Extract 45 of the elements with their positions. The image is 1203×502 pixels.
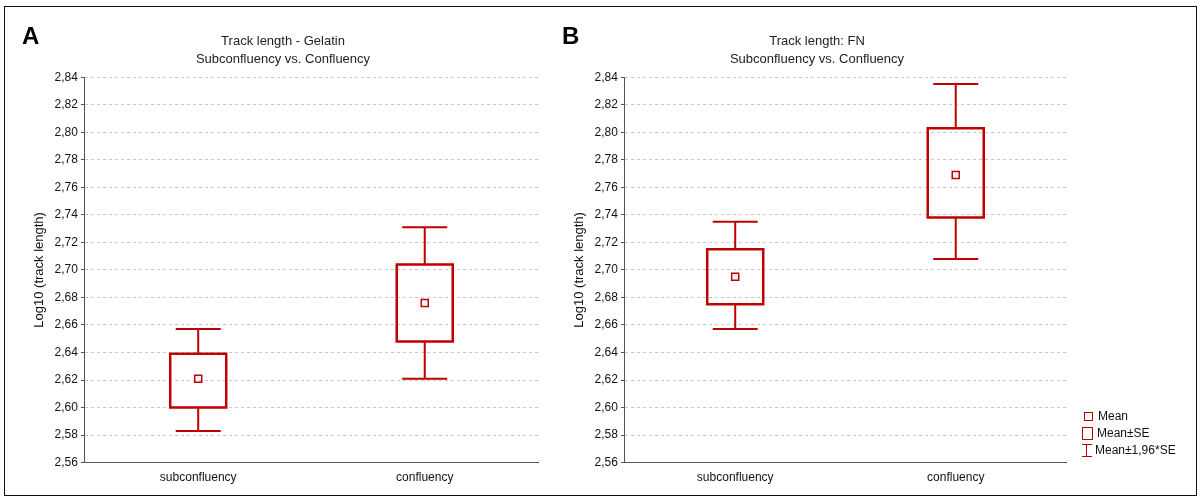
y-tick-label: 2,76 — [54, 179, 79, 194]
chart-title: Track length - Gelatin — [221, 33, 345, 49]
y-tick-label: 2,66 — [594, 317, 619, 332]
y-tick-label: 2,64 — [594, 344, 619, 359]
text: A — [22, 22, 40, 50]
y-tick-label: 2,60 — [54, 399, 79, 414]
y-tick-label: 2,74 — [54, 207, 79, 222]
x-tick-label: confluency — [927, 470, 985, 485]
y-tick-label: 2,56 — [594, 454, 619, 469]
chart-title: Track length: FN — [769, 33, 865, 49]
y-tick-label: 2,84 — [594, 69, 619, 84]
y-tick-label: 2,68 — [594, 289, 619, 304]
chart-subtitle: Subconfluency vs. Confluency — [195, 50, 371, 66]
y-tick-label: 2,78 — [54, 152, 79, 167]
y-tick-label: 2,76 — [594, 179, 619, 194]
chart-subtitle: Subconfluency vs. Confluency — [729, 50, 905, 66]
text: B — [562, 22, 580, 50]
y-tick-label: 2,84 — [54, 69, 79, 84]
y-tick-label: 2,64 — [54, 344, 79, 359]
y-tick-label: 2,80 — [594, 124, 619, 139]
text: Mean±SE — [1097, 426, 1150, 441]
y-tick-label: 2,80 — [54, 124, 79, 139]
y-tick-label: 2,62 — [594, 372, 619, 387]
y-tick-label: 2,60 — [594, 399, 619, 414]
y-tick-label: 2,70 — [594, 262, 619, 277]
y-tick-label: 2,74 — [594, 207, 619, 222]
y-axis-title: Log10 (track length) — [31, 212, 47, 328]
x-tick-label: subconfluency — [696, 470, 774, 485]
y-tick-label: 2,70 — [54, 262, 79, 277]
y-tick-label: 2,78 — [594, 152, 619, 167]
y-tick-label: 2,58 — [594, 427, 619, 442]
y-tick-label: 2,68 — [54, 289, 79, 304]
x-tick-label: confluency — [396, 470, 454, 485]
text: Mean±1,96*SE — [1095, 443, 1176, 458]
y-tick-label: 2,56 — [54, 454, 79, 469]
y-tick-label: 2,72 — [594, 234, 619, 249]
y-axis-title: Log10 (track length) — [571, 212, 587, 328]
y-tick-label: 2,66 — [54, 317, 79, 332]
y-tick-label: 2,58 — [54, 427, 79, 442]
y-tick-label: 2,82 — [594, 97, 619, 112]
y-tick-label: 2,72 — [54, 234, 79, 249]
y-tick-label: 2,82 — [54, 97, 79, 112]
y-tick-label: 2,62 — [54, 372, 79, 387]
x-tick-label: subconfluency — [159, 470, 237, 485]
text: Mean — [1098, 409, 1129, 424]
